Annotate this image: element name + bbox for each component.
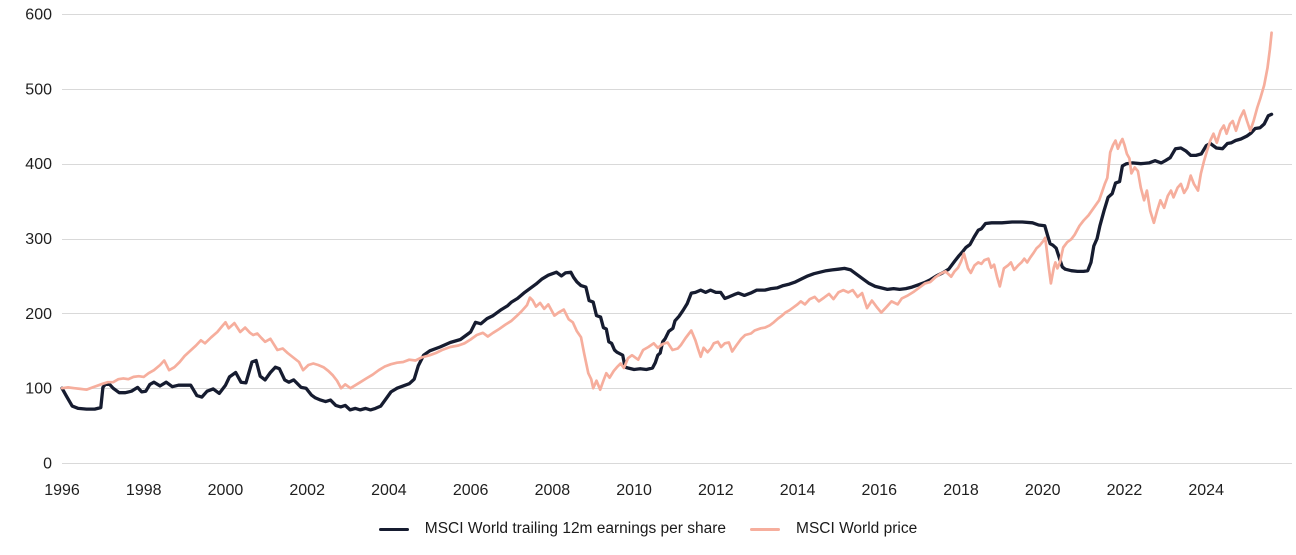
gridlines (62, 14, 1292, 464)
legend: MSCI World trailing 12m earnings per sha… (0, 520, 1296, 538)
x-tick-label: 2008 (535, 482, 571, 499)
legend-item-eps: MSCI World trailing 12m earnings per sha… (378, 520, 727, 538)
legend-label-price: MSCI World price (796, 520, 918, 537)
x-tick-label: 2014 (780, 482, 816, 499)
x-axis-labels: 1996 1998 2000 2002 2004 2006 2008 2010 2012 2014… (44, 482, 1224, 499)
x-tick-label: 2024 (1188, 482, 1224, 499)
y-tick-label: 100 (25, 381, 52, 398)
y-tick-label: 200 (25, 306, 52, 323)
y-tick-label: 400 (25, 156, 52, 173)
x-tick-label: 2010 (616, 482, 652, 499)
legend-label-eps: MSCI World trailing 12m earnings per sha… (424, 520, 727, 537)
x-tick-label: 2006 (453, 482, 489, 499)
y-axis-labels: 0 100 200 300 400 500 600 (25, 7, 52, 473)
series-lines (60, 31, 1274, 412)
x-tick-label: 2016 (861, 482, 897, 499)
x-tick-label: 2012 (698, 482, 734, 499)
x-tick-label: 2022 (1107, 482, 1143, 499)
x-tick-label: 2002 (289, 482, 325, 499)
x-tick-label: 2018 (943, 482, 979, 499)
price-line-swatch-icon (750, 527, 781, 531)
x-tick-label: 2000 (208, 482, 244, 499)
x-tick-label: 1996 (44, 482, 80, 499)
legend-item-price: MSCI World price (750, 520, 917, 538)
y-tick-label: 0 (43, 456, 52, 473)
y-tick-label: 500 (25, 81, 52, 98)
y-tick-label: 600 (25, 7, 52, 24)
eps-line-swatch-icon (378, 527, 409, 531)
x-tick-label: 1998 (126, 482, 162, 499)
y-tick-label: 300 (25, 231, 52, 248)
price-line (60, 31, 1273, 392)
eps-line (60, 112, 1274, 412)
x-tick-label: 2020 (1025, 482, 1061, 499)
x-tick-label: 2004 (371, 482, 407, 499)
